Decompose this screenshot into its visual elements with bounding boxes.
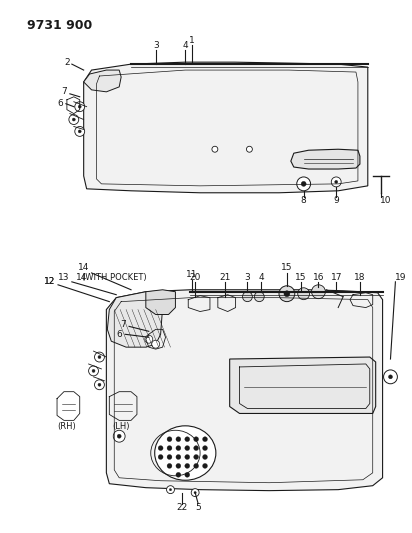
Circle shape xyxy=(167,463,172,469)
Polygon shape xyxy=(229,357,376,414)
Circle shape xyxy=(212,146,218,152)
Text: 9: 9 xyxy=(333,196,339,205)
Circle shape xyxy=(89,366,98,376)
Circle shape xyxy=(298,288,309,300)
Circle shape xyxy=(98,383,101,386)
Circle shape xyxy=(176,463,181,469)
Text: 8: 8 xyxy=(301,196,307,205)
Circle shape xyxy=(185,472,190,477)
Ellipse shape xyxy=(154,426,216,480)
Text: 4: 4 xyxy=(258,273,264,282)
Circle shape xyxy=(389,375,393,379)
Text: (RH): (RH) xyxy=(58,422,76,431)
Circle shape xyxy=(69,115,79,125)
Text: 14: 14 xyxy=(76,273,87,282)
Text: 1: 1 xyxy=(189,36,195,45)
Circle shape xyxy=(203,463,208,469)
Circle shape xyxy=(185,437,190,442)
Text: 12: 12 xyxy=(44,277,56,286)
Polygon shape xyxy=(291,149,360,169)
Circle shape xyxy=(94,352,104,362)
Circle shape xyxy=(297,177,311,191)
Circle shape xyxy=(301,181,306,187)
Text: 9731 900: 9731 900 xyxy=(28,19,93,31)
Circle shape xyxy=(194,463,199,469)
Circle shape xyxy=(243,292,253,302)
Circle shape xyxy=(176,437,181,442)
Circle shape xyxy=(203,446,208,450)
Polygon shape xyxy=(84,70,121,92)
Text: 11: 11 xyxy=(187,270,198,279)
Polygon shape xyxy=(108,292,163,347)
Circle shape xyxy=(78,130,81,133)
Text: (LH): (LH) xyxy=(112,422,130,431)
Text: 7: 7 xyxy=(61,87,67,96)
Circle shape xyxy=(176,455,181,459)
Circle shape xyxy=(167,455,172,459)
Text: 13: 13 xyxy=(58,273,70,282)
Text: 5: 5 xyxy=(195,503,201,512)
Circle shape xyxy=(279,286,295,302)
Circle shape xyxy=(158,446,163,450)
Text: (WITH POCKET): (WITH POCKET) xyxy=(82,273,146,282)
Text: 15: 15 xyxy=(295,273,307,282)
Circle shape xyxy=(75,102,84,111)
Circle shape xyxy=(75,126,84,136)
Circle shape xyxy=(117,434,121,438)
Polygon shape xyxy=(106,290,383,491)
Text: 10: 10 xyxy=(380,196,391,205)
Circle shape xyxy=(176,472,181,477)
Circle shape xyxy=(203,455,208,459)
Text: 20: 20 xyxy=(190,273,201,282)
Text: 19: 19 xyxy=(395,273,406,282)
Circle shape xyxy=(254,292,264,302)
Circle shape xyxy=(384,370,398,384)
Circle shape xyxy=(194,446,199,450)
Circle shape xyxy=(185,463,190,469)
Text: 12: 12 xyxy=(44,277,56,286)
Circle shape xyxy=(176,446,181,450)
Circle shape xyxy=(73,118,75,121)
Circle shape xyxy=(185,446,190,450)
Circle shape xyxy=(152,340,159,348)
Circle shape xyxy=(331,177,341,187)
Text: 17: 17 xyxy=(330,273,342,282)
Text: 18: 18 xyxy=(354,273,365,282)
Circle shape xyxy=(284,290,290,297)
Circle shape xyxy=(167,437,172,442)
Polygon shape xyxy=(146,290,176,314)
Circle shape xyxy=(158,455,163,459)
Text: 21: 21 xyxy=(219,273,230,282)
Circle shape xyxy=(194,491,197,494)
Text: 6: 6 xyxy=(116,330,122,339)
Circle shape xyxy=(191,489,199,497)
Text: 4: 4 xyxy=(183,41,188,50)
Text: 2: 2 xyxy=(64,58,70,67)
Circle shape xyxy=(113,430,125,442)
Text: 16: 16 xyxy=(313,273,324,282)
Text: 14: 14 xyxy=(78,263,89,272)
Circle shape xyxy=(166,486,174,494)
Circle shape xyxy=(194,437,199,442)
Circle shape xyxy=(78,105,81,108)
Circle shape xyxy=(94,380,104,390)
Polygon shape xyxy=(84,62,368,193)
Circle shape xyxy=(169,488,172,491)
Circle shape xyxy=(335,180,338,183)
Circle shape xyxy=(311,285,325,298)
Text: 3: 3 xyxy=(153,41,159,50)
Text: 6: 6 xyxy=(57,99,63,108)
Circle shape xyxy=(246,146,253,152)
Text: 7: 7 xyxy=(120,320,126,329)
Text: 3: 3 xyxy=(245,273,250,282)
Circle shape xyxy=(92,369,95,373)
Circle shape xyxy=(194,455,199,459)
Text: 22: 22 xyxy=(177,503,188,512)
Circle shape xyxy=(185,455,190,459)
Text: 15: 15 xyxy=(281,263,293,272)
Circle shape xyxy=(145,335,153,343)
Circle shape xyxy=(98,356,101,359)
Circle shape xyxy=(203,437,208,442)
Circle shape xyxy=(167,446,172,450)
